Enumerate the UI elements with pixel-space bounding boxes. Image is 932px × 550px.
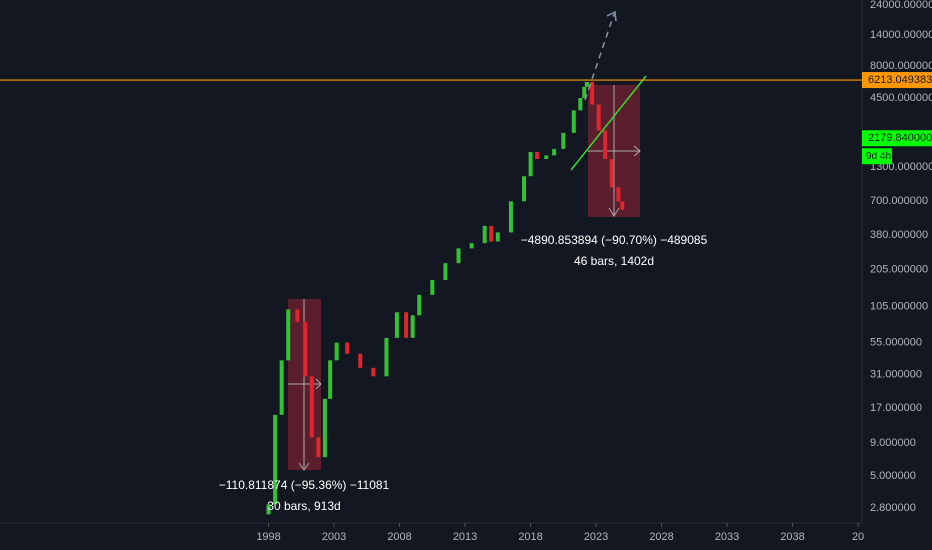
candle	[578, 97, 583, 111]
countdown-label: 9d 4h	[866, 151, 891, 162]
price-label-box	[862, 72, 932, 89]
candle	[273, 414, 278, 505]
x-tick-label: 2008	[387, 531, 411, 543]
y-tick-label: 105.000000	[870, 301, 928, 313]
x-tick-label: 20	[852, 531, 864, 543]
candle	[394, 312, 399, 338]
candle	[603, 130, 608, 160]
candle	[552, 148, 557, 156]
candle	[316, 437, 321, 458]
last-price-box	[862, 130, 932, 147]
candle	[266, 504, 271, 515]
candle	[345, 342, 350, 354]
candle	[417, 294, 422, 316]
y-tick-label: 5.000000	[870, 470, 916, 482]
arrow-head	[606, 10, 617, 22]
candle	[303, 321, 308, 377]
candle	[309, 376, 314, 438]
candle	[584, 81, 589, 87]
candle	[590, 81, 595, 105]
measure-span: 46 bars, 1402d	[574, 254, 654, 268]
y-tick-label: 24000.000000	[870, 0, 932, 11]
candle	[482, 225, 487, 244]
projection-line[interactable]	[584, 13, 615, 101]
candle	[508, 201, 513, 233]
x-tick-label: 2033	[715, 531, 739, 543]
candle	[371, 367, 376, 377]
y-tick-label: 55.000000	[870, 337, 922, 349]
y-tick-label: 700.000000	[870, 195, 928, 207]
candle	[358, 353, 363, 368]
candle	[535, 152, 540, 160]
arrow-head	[315, 378, 322, 390]
y-tick-label: 205.000000	[870, 263, 928, 275]
candles	[266, 81, 625, 515]
y-tick-label: 14000.000000	[870, 29, 932, 41]
x-tick-label: 2028	[649, 531, 673, 543]
x-tick-label: 2038	[780, 531, 804, 543]
measure-change: −4890.853894 (−90.70%) −489085	[521, 233, 708, 247]
candle	[410, 315, 415, 338]
candle	[404, 312, 409, 338]
candle	[286, 309, 291, 361]
candle	[295, 309, 300, 322]
candle	[279, 360, 284, 415]
candle	[328, 360, 333, 399]
candle	[571, 110, 576, 133]
candle	[528, 152, 533, 177]
y-tick-label: 380.000000	[870, 229, 928, 241]
x-tick-label: 2018	[518, 531, 542, 543]
candle	[443, 263, 448, 280]
y-tick-label: 31.000000	[870, 368, 922, 380]
x-tick-label: 2013	[453, 531, 477, 543]
last-price-label: 2179.840000	[868, 132, 932, 144]
arrow-head	[298, 462, 310, 471]
candle	[469, 243, 474, 249]
y-tick-label: 9.000000	[870, 437, 916, 449]
measure-change: −110.811874 (−95.36%) −11081	[219, 478, 390, 492]
candle	[430, 279, 435, 295]
candle	[489, 225, 494, 242]
price-label: 6213.049383	[868, 74, 932, 86]
candle	[620, 201, 625, 210]
y-tick-label: 17.000000	[870, 402, 922, 414]
candle	[596, 104, 601, 131]
candle	[616, 187, 621, 202]
candle	[334, 342, 339, 361]
candle	[456, 248, 461, 264]
trend-line[interactable]	[570, 75, 647, 171]
y-tick-label: 2.800000	[870, 502, 916, 514]
y-tick-label: 4500.000000	[870, 92, 932, 104]
measure-span: 30 bars, 913d	[267, 499, 340, 513]
candle	[322, 398, 327, 458]
arrow-head	[608, 207, 620, 217]
x-tick-label: 2023	[584, 531, 608, 543]
candle	[495, 232, 500, 242]
candle	[384, 337, 389, 377]
arrow-head	[633, 145, 641, 157]
x-tick-label: 1998	[256, 531, 280, 543]
candle	[582, 86, 587, 98]
candle	[561, 132, 566, 149]
y-tick-label: 8000.000000	[870, 60, 932, 72]
countdown-box	[862, 148, 892, 165]
candle	[609, 159, 614, 188]
x-tick-label: 2003	[322, 531, 346, 543]
candle	[522, 176, 527, 202]
candle	[544, 155, 549, 160]
